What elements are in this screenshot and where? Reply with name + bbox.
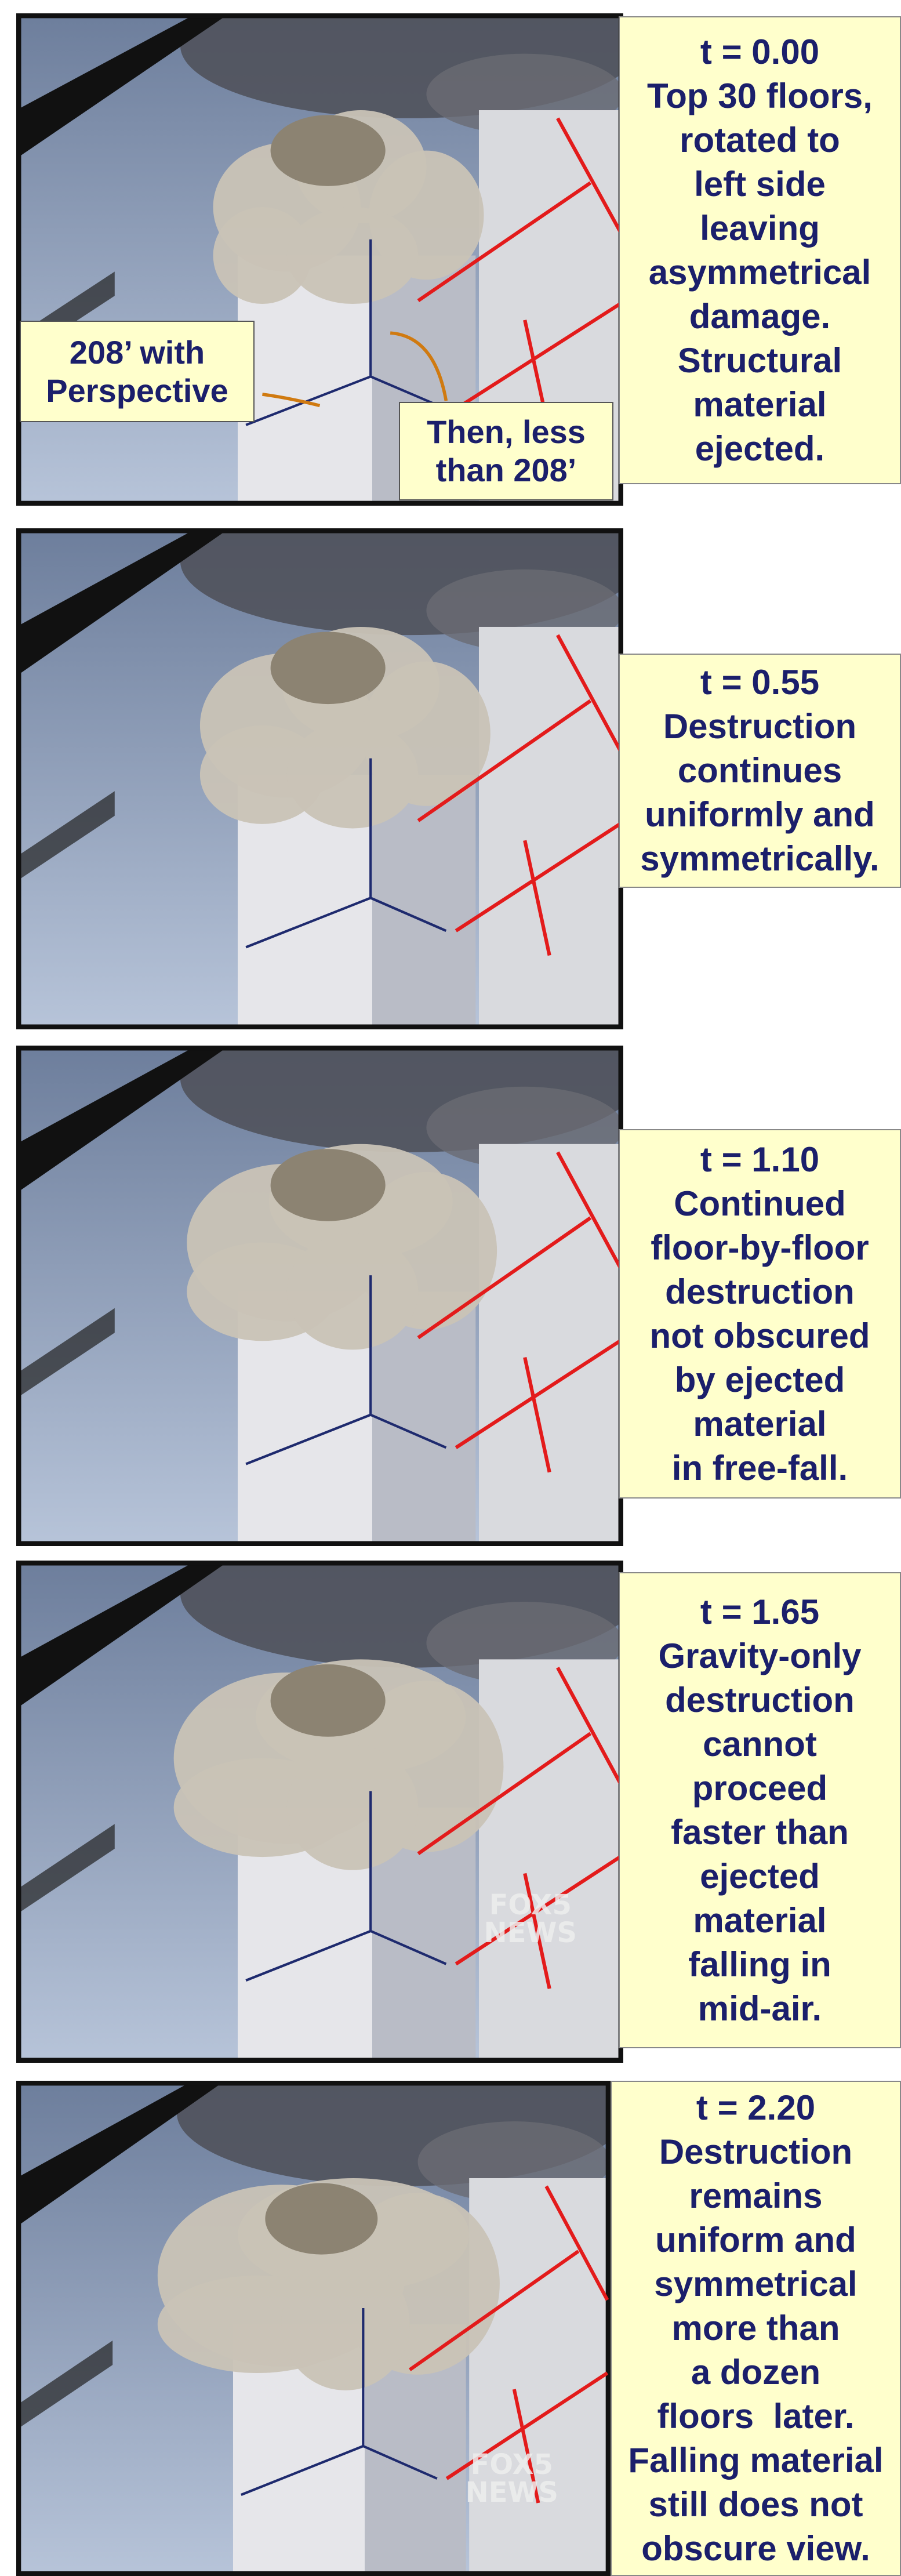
caption-line: floors later.: [612, 2394, 900, 2439]
photo-image: [16, 1561, 623, 2063]
dust-cloud: [271, 632, 386, 704]
caption-line: Top 30 floors,: [620, 74, 900, 118]
dust-cloud: [281, 2258, 410, 2390]
caption-line: faster than: [620, 1811, 900, 1855]
caption-box: t = 2.20Destructionremainsuniform andsym…: [611, 2081, 901, 2576]
caption-line: Destruction: [620, 705, 900, 749]
annotation-text: 208’ with: [21, 333, 253, 372]
watermark-text: FOX5: [466, 2451, 558, 2479]
caption-line: uniform and: [612, 2218, 900, 2262]
caption-line: material: [620, 1402, 900, 1446]
watermark-text: NEWS: [484, 1919, 577, 1947]
annotation-text: than 208’: [400, 451, 612, 489]
caption-line: falling in: [620, 1943, 900, 1987]
caption-line: Continued: [620, 1182, 900, 1226]
caption-time: t = 1.65: [620, 1590, 900, 1634]
caption-line: ejected.: [620, 427, 900, 471]
caption-line: more than: [612, 2306, 900, 2350]
dust-cloud: [271, 115, 386, 186]
watermark-text: FOX5: [484, 1891, 577, 1919]
caption-line: material: [620, 383, 900, 427]
caption-line: obscure view.: [612, 2527, 900, 2571]
annotation-box: Then, lessthan 208’: [399, 402, 613, 500]
caption-line: Destruction: [612, 2130, 900, 2174]
caption-line: a dozen: [612, 2350, 900, 2394]
dust-cloud: [271, 1664, 386, 1737]
caption-line: leaving: [620, 206, 900, 251]
dust-cloud: [265, 2183, 377, 2254]
caption-line: cannot: [620, 1722, 900, 1766]
figure: 208’ withPerspectiveThen, lessthan 208’t…: [0, 0, 901, 2576]
caption-line: left side: [620, 162, 900, 206]
caption-line: by ejected: [620, 1358, 900, 1402]
photo: [16, 528, 623, 1029]
caption-line: floor-by-floor: [620, 1226, 900, 1270]
photo-image: [16, 528, 623, 1029]
caption-time: t = 2.20: [612, 2086, 900, 2130]
caption-line: remains: [612, 2174, 900, 2218]
annotation-text: Perspective: [21, 372, 253, 410]
right-tower: [479, 1144, 623, 1546]
caption-line: uniformly and: [620, 793, 900, 837]
right-tower: [479, 627, 623, 1029]
dust-cloud: [287, 207, 418, 304]
right-tower: [469, 2178, 611, 2576]
caption-time: t = 0.55: [620, 661, 900, 705]
caption-line: symmetrically.: [620, 837, 900, 881]
caption-line: damage.: [620, 295, 900, 339]
caption-line: destruction: [620, 1270, 900, 1314]
caption-line: symmetrical: [612, 2262, 900, 2306]
caption-line: destruction: [620, 1678, 900, 1722]
dust-cloud: [287, 721, 418, 828]
caption-line: Structural: [620, 339, 900, 383]
annotation-text: Then, less: [400, 413, 612, 451]
photo: [16, 1046, 623, 1546]
caption-line: continues: [620, 749, 900, 793]
caption-line: in free-fall.: [620, 1446, 900, 1490]
dust-cloud: [287, 1233, 418, 1349]
caption-line: not obscured: [620, 1314, 900, 1358]
caption-line: ejected: [620, 1855, 900, 1899]
caption-time: t = 0.00: [620, 30, 900, 74]
caption-line: material: [620, 1899, 900, 1943]
caption-line: proceed: [620, 1766, 900, 1811]
caption-line: Falling material: [612, 2439, 900, 2483]
watermark-text: NEWS: [466, 2479, 558, 2506]
dust-cloud: [287, 1745, 418, 1870]
caption-line: still does not: [612, 2483, 900, 2527]
photo-image: [16, 1046, 623, 1546]
right-tower: [479, 1659, 623, 2063]
caption-time: t = 1.10: [620, 1138, 900, 1182]
caption-line: Gravity-only: [620, 1634, 900, 1678]
dust-cloud: [271, 1149, 386, 1221]
annotation-box: 208’ withPerspective: [20, 321, 255, 422]
caption-line: asymmetrical: [620, 251, 900, 295]
caption-line: rotated to: [620, 118, 900, 162]
caption-line: mid-air.: [620, 1987, 900, 2031]
